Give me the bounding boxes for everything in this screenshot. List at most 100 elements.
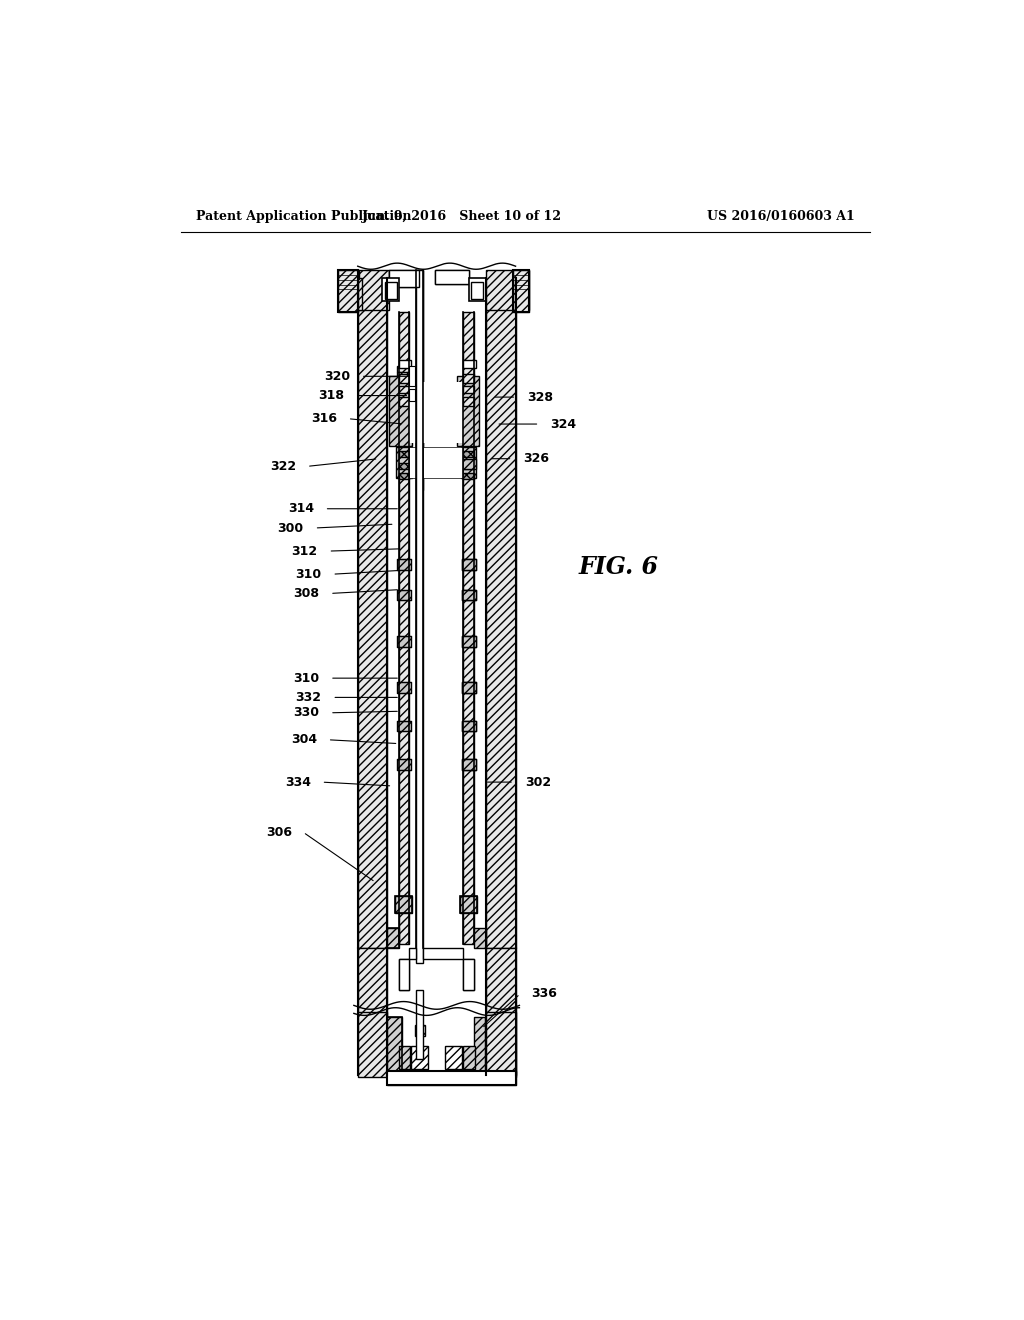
Bar bbox=[463, 374, 474, 383]
Text: 308: 308 bbox=[293, 587, 319, 601]
Bar bbox=[416, 990, 423, 1059]
Bar bbox=[410, 367, 416, 385]
Bar bbox=[398, 451, 410, 457]
Bar bbox=[411, 1047, 428, 1069]
Bar bbox=[410, 447, 416, 478]
Bar bbox=[463, 473, 474, 479]
Text: 314: 314 bbox=[288, 502, 313, 515]
Text: 316: 316 bbox=[311, 412, 337, 425]
Bar bbox=[397, 759, 411, 770]
Text: US 2016/0160603 A1: US 2016/0160603 A1 bbox=[707, 210, 854, 223]
Bar bbox=[416, 271, 423, 964]
Bar bbox=[486, 271, 528, 310]
Bar bbox=[513, 271, 528, 313]
Bar bbox=[486, 1011, 515, 1077]
Text: FIG. 6: FIG. 6 bbox=[579, 554, 658, 578]
Bar bbox=[385, 281, 397, 298]
Bar bbox=[396, 447, 412, 478]
Bar bbox=[462, 682, 475, 693]
Text: 324: 324 bbox=[550, 417, 577, 430]
Bar bbox=[463, 1047, 475, 1069]
Text: 320: 320 bbox=[324, 370, 350, 383]
Bar bbox=[435, 271, 469, 284]
Bar bbox=[462, 759, 475, 770]
Bar bbox=[398, 374, 410, 383]
Bar bbox=[461, 447, 476, 478]
Bar bbox=[398, 360, 411, 368]
Bar bbox=[462, 636, 475, 647]
Bar bbox=[463, 385, 474, 393]
Bar bbox=[339, 277, 361, 310]
Bar bbox=[444, 1047, 462, 1069]
Text: 334: 334 bbox=[285, 776, 310, 788]
Text: 336: 336 bbox=[531, 987, 557, 1001]
Bar bbox=[397, 721, 411, 731]
Text: 332: 332 bbox=[296, 690, 322, 704]
Text: 310: 310 bbox=[293, 672, 319, 685]
Bar bbox=[460, 896, 477, 913]
Bar bbox=[357, 948, 387, 1074]
Bar bbox=[398, 473, 410, 479]
Bar bbox=[397, 682, 411, 693]
Bar bbox=[398, 960, 410, 990]
Bar bbox=[339, 271, 388, 310]
Bar bbox=[387, 928, 398, 948]
Bar bbox=[462, 558, 475, 570]
Bar bbox=[387, 1016, 402, 1071]
Bar bbox=[463, 313, 474, 944]
Text: 326: 326 bbox=[523, 453, 549, 465]
Bar bbox=[398, 385, 410, 393]
Bar bbox=[462, 682, 475, 693]
Bar bbox=[462, 636, 475, 647]
Bar bbox=[387, 1071, 515, 1085]
Bar bbox=[463, 960, 474, 990]
Bar bbox=[387, 1071, 515, 1085]
Text: 328: 328 bbox=[527, 391, 553, 404]
Bar bbox=[462, 759, 475, 770]
Bar bbox=[463, 360, 475, 368]
Text: 306: 306 bbox=[266, 825, 292, 838]
Bar bbox=[457, 376, 478, 446]
Text: 330: 330 bbox=[293, 706, 319, 719]
Bar bbox=[388, 376, 412, 446]
Text: 312: 312 bbox=[292, 545, 317, 557]
Bar bbox=[410, 948, 416, 960]
Bar bbox=[486, 277, 515, 948]
Bar bbox=[415, 1024, 425, 1036]
Bar bbox=[463, 462, 474, 469]
Bar bbox=[462, 590, 475, 601]
Bar bbox=[395, 896, 413, 913]
Bar bbox=[357, 1011, 387, 1077]
Bar bbox=[463, 397, 474, 407]
Bar bbox=[407, 372, 411, 449]
Bar bbox=[469, 277, 486, 301]
Bar bbox=[462, 721, 475, 731]
Bar bbox=[388, 271, 419, 286]
Bar bbox=[357, 277, 387, 948]
Bar bbox=[398, 462, 410, 469]
Bar bbox=[462, 721, 475, 731]
Text: 304: 304 bbox=[291, 733, 316, 746]
Bar bbox=[398, 960, 410, 990]
Bar bbox=[460, 896, 477, 913]
Bar bbox=[397, 590, 411, 601]
Bar bbox=[471, 281, 483, 298]
Text: 322: 322 bbox=[270, 459, 296, 473]
Bar bbox=[339, 271, 357, 313]
Bar bbox=[423, 447, 463, 478]
Text: 300: 300 bbox=[278, 521, 304, 535]
Bar bbox=[397, 372, 400, 449]
Bar bbox=[398, 397, 410, 407]
Text: 310: 310 bbox=[295, 568, 322, 581]
Text: 302: 302 bbox=[524, 776, 551, 788]
Bar bbox=[462, 558, 475, 570]
Bar bbox=[339, 271, 357, 313]
Bar bbox=[388, 271, 419, 286]
Bar bbox=[462, 459, 475, 470]
Bar bbox=[486, 948, 515, 1074]
Bar bbox=[410, 389, 416, 401]
Text: Jun. 9, 2016   Sheet 10 of 12: Jun. 9, 2016 Sheet 10 of 12 bbox=[361, 210, 561, 223]
Bar bbox=[423, 948, 463, 960]
Bar bbox=[474, 928, 486, 948]
Bar bbox=[397, 558, 411, 570]
